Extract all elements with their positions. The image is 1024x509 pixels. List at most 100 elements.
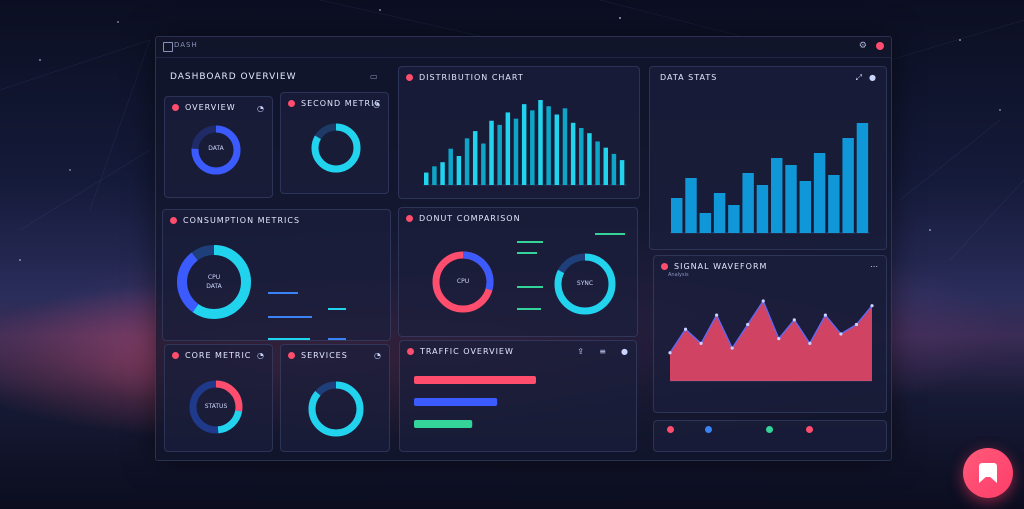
bar	[742, 173, 754, 233]
app-icon	[163, 42, 173, 52]
more-icon[interactable]: ●	[621, 347, 628, 356]
status-dot	[407, 348, 414, 355]
card-title: DISTRIBUTION CHART	[419, 73, 524, 82]
bar	[472, 131, 478, 185]
toggle-icon[interactable]: ◔	[374, 351, 381, 360]
status-indicator-3[interactable]	[766, 426, 773, 433]
status-dot	[661, 263, 668, 270]
ring-chart	[311, 123, 361, 173]
status-dot	[406, 74, 413, 81]
card-subtitle: Analysis	[668, 272, 689, 278]
bar	[611, 153, 617, 185]
ring-center-label: DATA	[208, 145, 224, 152]
bar	[587, 133, 592, 185]
status-strip	[653, 420, 887, 452]
point	[761, 299, 765, 303]
card-title: SECOND METRIC	[301, 99, 382, 108]
bar	[464, 138, 470, 185]
point	[854, 322, 859, 327]
bar	[562, 108, 568, 185]
bar	[481, 143, 486, 185]
bar	[424, 172, 429, 185]
status-dot	[172, 104, 179, 111]
ring-chart	[191, 125, 241, 175]
bar	[771, 158, 783, 233]
core-metric-card: CORE METRIC ◔ STATUS	[164, 344, 273, 452]
expand-icon[interactable]: ⤢	[855, 73, 862, 82]
more-icon[interactable]: ●	[869, 73, 876, 82]
toggle-icon[interactable]: ◔	[257, 351, 264, 360]
data-stats-card: DATA STATS ⤢ ●	[649, 66, 887, 250]
bar	[570, 122, 576, 185]
share-icon[interactable]: ⇪	[577, 347, 584, 356]
point	[668, 351, 672, 355]
status-indicator-1[interactable]	[667, 426, 674, 433]
settings-icon[interactable]: ⚙	[858, 41, 867, 51]
more-icon[interactable]: ⋯	[870, 262, 878, 271]
ring-chart	[189, 380, 243, 434]
bar	[414, 398, 498, 406]
point	[870, 304, 874, 308]
card-title: OVERVIEW	[185, 103, 236, 112]
app-logo-button[interactable]	[963, 448, 1013, 498]
bar	[505, 112, 511, 185]
donut-left-label: CPU	[456, 278, 470, 285]
card-title: SIGNAL WAVEFORM	[674, 262, 768, 271]
point	[746, 322, 750, 327]
point	[839, 332, 843, 336]
bar	[671, 198, 683, 233]
bar	[799, 181, 811, 233]
ring-center-label: STATUS	[204, 403, 228, 410]
area	[670, 301, 872, 381]
status-indicator-4[interactable]	[806, 426, 813, 433]
status-dot	[406, 215, 413, 222]
card-title: CONSUMPTION METRICS	[183, 216, 301, 225]
waveform-chart	[668, 299, 874, 382]
title-bar: DASH ⚙	[156, 37, 891, 58]
bar	[713, 193, 726, 233]
bar	[414, 376, 536, 384]
consumption-donut	[177, 245, 346, 340]
second-metric-card: SECOND METRIC ◔	[280, 92, 389, 194]
toggle-icon[interactable]: ◔	[257, 104, 264, 113]
point	[777, 337, 781, 341]
distribution-card: DISTRIBUTION CHART	[398, 66, 640, 199]
bar	[699, 213, 711, 233]
bar	[856, 123, 869, 233]
more-icon[interactable]: ▭	[370, 72, 378, 81]
close-icon[interactable]	[876, 42, 884, 50]
traffic-overview-card: TRAFFIC OVERVIEW ⇪ ≡ ●	[399, 340, 637, 452]
dashboard-window: DASH ⚙ DASHBOARD OVERVIEW ▭ OVERVIEW ◔ D…	[155, 36, 892, 461]
status-dot	[172, 352, 179, 359]
traffic-bar-chart	[414, 376, 536, 428]
filter-icon[interactable]: ≡	[599, 347, 606, 356]
card-title: DONUT COMPARISON	[419, 214, 521, 223]
bar	[756, 185, 769, 233]
ring-chart	[308, 381, 364, 437]
bar	[554, 114, 560, 185]
point	[808, 341, 812, 345]
card-title: CORE METRIC	[185, 351, 252, 360]
signal-waveform-card: SIGNAL WAVEFORM Analysis ⋯	[653, 255, 887, 413]
point	[823, 313, 827, 317]
distribution-bar-chart	[423, 100, 627, 186]
status-indicator-2[interactable]	[705, 426, 712, 433]
bar	[828, 175, 840, 233]
bar	[685, 178, 697, 233]
bar	[521, 104, 527, 185]
bar	[440, 162, 445, 185]
point	[715, 313, 719, 317]
bookmark-icon	[979, 463, 997, 483]
point	[792, 318, 796, 322]
bar	[546, 106, 551, 185]
bar	[603, 147, 609, 185]
bar	[813, 153, 826, 233]
bar	[619, 160, 625, 185]
bar	[513, 118, 519, 185]
bar	[728, 205, 740, 233]
bar	[595, 141, 600, 185]
toggle-icon[interactable]: ◔	[373, 100, 380, 109]
line	[669, 299, 873, 354]
bar	[538, 100, 543, 185]
window-title: DASH	[174, 41, 198, 49]
